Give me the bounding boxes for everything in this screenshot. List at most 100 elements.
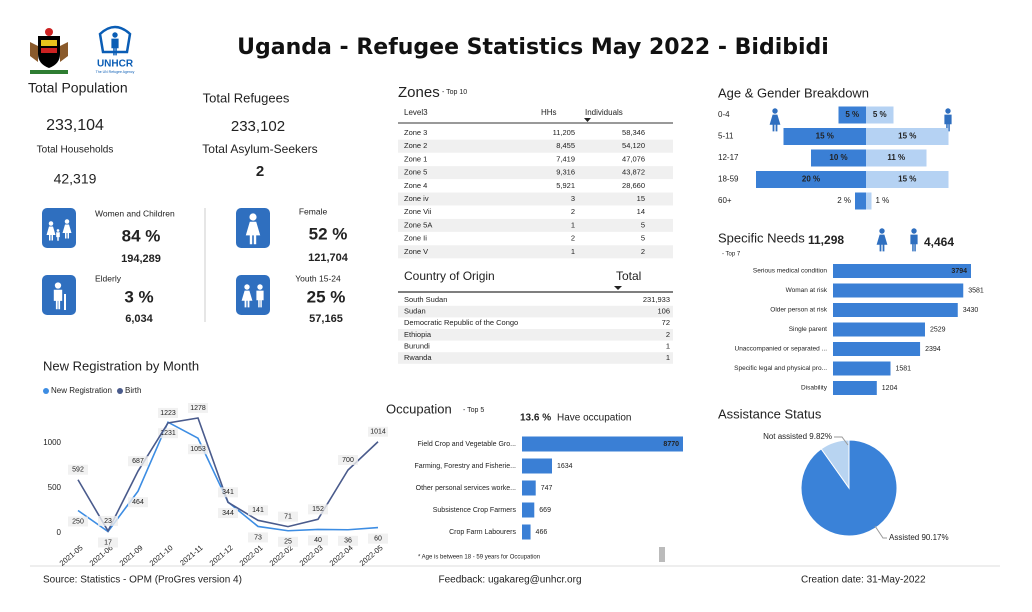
label-box xyxy=(158,407,178,418)
value-label: 17 xyxy=(104,539,112,546)
value-label: 1 % xyxy=(876,196,890,205)
table-cell: 9,316 xyxy=(556,168,575,177)
label-box xyxy=(158,428,178,439)
value-label: 3794 xyxy=(951,268,967,275)
footer-feedback: Feedback: ugakareg@unhcr.org xyxy=(438,575,581,586)
sort-arrow xyxy=(584,118,591,122)
column-header: Individuals xyxy=(585,108,623,117)
value-label: 341 xyxy=(222,489,234,496)
category-label: 5-11 xyxy=(718,132,734,141)
row-band xyxy=(398,218,673,232)
value-label: 344 xyxy=(222,510,234,517)
scrollbar xyxy=(659,547,665,562)
demographic-label: Female xyxy=(299,206,328,216)
demographic-count: 194,289 xyxy=(121,253,161,265)
male-total: 4,464 xyxy=(924,235,954,249)
female-total: 11,298 xyxy=(808,233,844,247)
label-box xyxy=(308,504,328,515)
bar xyxy=(833,342,921,356)
table-cell: South Sudan xyxy=(404,295,447,304)
value-label: 23 xyxy=(104,518,112,525)
slice-label: Not assisted 9.82% xyxy=(763,432,832,441)
chart-note: * Age is between 18 - 59 years for Occup… xyxy=(418,555,540,561)
page-title: Uganda - Refugee Statistics May 2022 - B… xyxy=(237,35,829,60)
table-subtitle: - Top 10 xyxy=(442,89,467,96)
footer-created: Creation date: 31-May-2022 xyxy=(801,575,926,586)
y-tick-label: 0 xyxy=(57,528,62,537)
bar xyxy=(522,502,535,518)
bar xyxy=(866,171,949,188)
table-cell: 1 xyxy=(666,353,670,362)
bar xyxy=(522,458,552,474)
leader-line xyxy=(874,525,887,539)
category-label: Older person at risk xyxy=(770,307,827,314)
value-label: 36 xyxy=(344,538,352,545)
table-cell: 2 xyxy=(571,234,575,243)
bar xyxy=(833,283,964,298)
pie-slice xyxy=(800,439,898,537)
value-label: 8770 xyxy=(663,441,679,448)
table-cell: 5 xyxy=(641,220,645,229)
value-label: 1223 xyxy=(160,410,176,417)
value-label: 73 xyxy=(254,534,262,541)
table-cell: Zone 4 xyxy=(404,181,427,190)
demographic-icons xyxy=(42,208,270,315)
value-label: 2529 xyxy=(930,326,946,333)
table-cell: Democratic Republic of the Congo xyxy=(404,318,518,327)
legend-marker xyxy=(117,388,123,394)
value-label: 20 % xyxy=(802,175,820,184)
table-cell: 8,455 xyxy=(556,141,575,150)
table-cell: 15 xyxy=(637,194,645,203)
table-cell: 7,419 xyxy=(556,154,575,163)
chart-title: Age & Gender Breakdown xyxy=(718,85,869,100)
chart-subtitle: - Top 7 xyxy=(722,252,741,258)
value-label: 15 % xyxy=(898,175,916,184)
row-band xyxy=(398,329,673,341)
table-cell: 3 xyxy=(571,194,575,203)
value-label: 2394 xyxy=(925,346,941,353)
label-box xyxy=(368,533,388,544)
kpi-value: 233,104 xyxy=(46,117,104,134)
demographic-percent: 84 % xyxy=(122,226,161,245)
table-cell: Zone 3 xyxy=(404,128,427,137)
chart-subtitle: - Top 5 xyxy=(463,407,484,414)
slice-label: Assisted 90.17% xyxy=(889,533,949,542)
label-box xyxy=(68,516,88,527)
category-label: Crop Farm Labourers xyxy=(449,529,516,536)
bar xyxy=(756,171,866,188)
value-label: 71 xyxy=(284,513,292,520)
table-cell: Zone Vii xyxy=(404,207,432,216)
value-label: 3581 xyxy=(968,287,984,294)
value-label: 1014 xyxy=(370,429,386,436)
label-box xyxy=(338,455,358,465)
table-cell: 14 xyxy=(637,207,645,216)
bar xyxy=(833,303,958,317)
table-cell: Zone Ii xyxy=(404,234,427,243)
table-cell: 28,660 xyxy=(622,181,645,190)
coat-of-arms xyxy=(30,28,68,74)
table-cell: 2 xyxy=(571,207,575,216)
occupation-share: 13.6 % xyxy=(520,413,551,424)
category-label: Specific legal and physical pro... xyxy=(734,365,827,372)
bar xyxy=(866,149,927,167)
bar xyxy=(522,524,531,540)
logo-tagline: The UN Refugee Agency xyxy=(96,70,135,74)
table-cell: 1 xyxy=(571,220,575,229)
column-header: Country of Origin xyxy=(404,269,495,283)
table-cell: 43,872 xyxy=(622,168,645,177)
demographic-label: Women and Children xyxy=(95,208,175,218)
leader-line xyxy=(834,436,849,446)
category-label: 12-17 xyxy=(718,153,739,162)
bar xyxy=(833,322,925,337)
y-tick-label: 500 xyxy=(48,483,62,492)
row-band xyxy=(398,192,673,206)
occupation-share-label: Have occupation xyxy=(557,413,632,424)
label-box xyxy=(338,535,358,546)
demographic-label: Elderly xyxy=(95,273,122,283)
label-box xyxy=(278,511,298,522)
value-label: 152 xyxy=(312,506,324,513)
legend-label: New Registration xyxy=(51,386,112,395)
label-box xyxy=(308,535,328,546)
demographic-count: 6,034 xyxy=(125,313,153,325)
